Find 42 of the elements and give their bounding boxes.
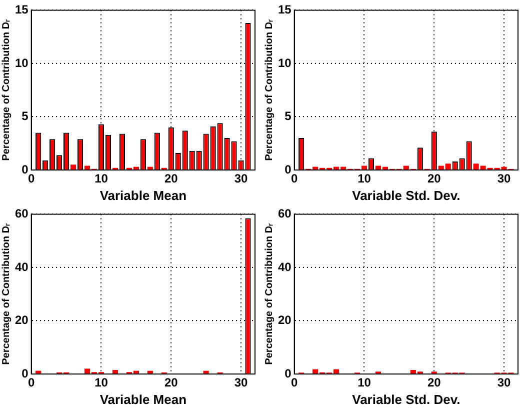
y-tick-label: 0 — [22, 366, 29, 380]
x-tick-label: 10 — [358, 376, 372, 390]
y-axis-title: Percentage of Contribution Dᵣ — [0, 18, 12, 161]
x-axis-title: Variable Std. Dev. — [352, 392, 460, 407]
x-axis-title: Variable Std. Dev. — [352, 188, 460, 203]
bar — [70, 164, 76, 170]
x-tick-label: 20 — [427, 172, 442, 186]
y-tick-label: 40 — [278, 260, 292, 274]
x-tick-label: 10 — [94, 172, 108, 186]
y-tick-label: 5 — [22, 109, 29, 124]
x-axis-title: Variable Mean — [100, 188, 187, 203]
y-tick-label: 5 — [284, 109, 292, 124]
bar — [203, 370, 209, 374]
y-tick-label: 10 — [14, 56, 29, 70]
x-tick-label: 10 — [358, 172, 372, 186]
x-tick-label: 10 — [94, 376, 108, 390]
x-tick-label: 20 — [164, 172, 178, 186]
y-tick-label: 60 — [278, 206, 292, 221]
y-tick-label: 60 — [14, 206, 29, 221]
x-tick-label: 30 — [497, 376, 512, 390]
x-tick-label: 30 — [497, 172, 512, 186]
y-tick-label: 0 — [22, 162, 29, 176]
y-tick-label: 20 — [278, 313, 292, 328]
y-tick-label: 15 — [278, 2, 292, 17]
x-axis-title: Variable Mean — [100, 392, 187, 407]
y-tick-label: 20 — [14, 313, 29, 328]
y-axis-title: Percentage of Contribtuion Dᵣ — [264, 222, 275, 365]
y-tick-label: 0 — [284, 366, 292, 380]
y-tick-label: 40 — [14, 260, 29, 274]
x-tick-label: 20 — [164, 376, 178, 390]
y-tick-label: 0 — [284, 162, 292, 176]
bar — [112, 370, 118, 374]
x-tick-label: 30 — [234, 376, 248, 390]
bar — [147, 370, 153, 374]
x-tick-label: 30 — [234, 172, 248, 186]
y-tick-label: 10 — [278, 56, 292, 70]
bar — [36, 370, 42, 374]
y-axis-title: Percentage of Contribution Dᵣ — [264, 18, 275, 161]
y-tick-label: 15 — [14, 2, 29, 17]
bar — [147, 166, 153, 170]
y-axis-title: Percentage of Contribution Dᵣ — [0, 222, 12, 365]
x-tick-label: 20 — [427, 376, 442, 390]
